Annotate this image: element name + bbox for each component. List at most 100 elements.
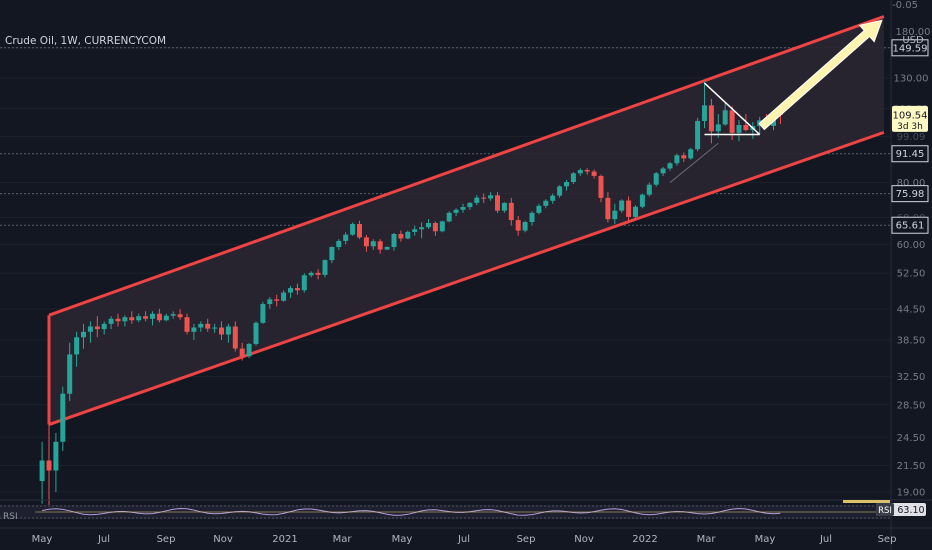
candle-body [212,327,218,329]
candle-body [94,326,100,330]
countdown-label: 3d 3h [897,122,923,132]
candle-body [177,314,183,318]
candle-body [274,299,280,301]
candle-body [398,233,404,239]
candle-body [736,125,742,133]
candle-body [74,337,80,355]
candle-body [239,348,245,357]
candle-body [225,326,231,335]
rsi-line [42,507,781,516]
candle-body [129,317,135,321]
annotations [669,19,883,183]
candle-body [633,206,638,217]
candle-body [198,323,204,328]
candle-body [377,241,383,250]
candle-body [446,212,452,222]
candle-body [253,322,259,344]
candle-body [729,110,735,133]
candle-body [495,195,500,211]
last-price-label: 109.54 [893,110,928,121]
time-tick-label: Nov [574,534,594,545]
candle-body [605,197,611,220]
price-tick-label-partial: 99.09 [897,132,926,143]
rsi-pane: RSI [0,499,932,522]
candle-body [136,316,142,321]
candle-body [626,200,632,217]
triangle-upper-line [703,82,761,136]
candle-body [391,233,397,248]
rsi-highlight [843,500,890,503]
candle-body [281,292,287,301]
candle-body [564,182,569,187]
candle-body [667,163,673,169]
time-tick-label: Nov [213,534,233,545]
candle-body [426,222,431,228]
candle-body [294,288,300,291]
level-price-label: 149.59 [893,43,928,54]
candle-body [529,212,535,223]
candle-body [695,120,701,150]
candle-body [412,229,418,232]
candle-body [370,241,376,247]
candle-body [460,207,466,210]
candle-body [46,460,52,471]
candle-body [660,168,666,174]
time-tick-label: Sep [157,534,176,545]
candle-body [405,231,411,239]
price-tick-label: 38.50 [897,336,926,347]
candle-body [308,272,314,276]
candle-body [122,317,128,322]
time-tick-label: Mar [697,534,717,545]
candle-body [143,316,149,319]
time-tick-label: Sep [878,534,897,545]
candle-body [543,200,549,206]
price-axis: 130.00 80.00 60.00 52.50 44.50 38.50 32.50 28.5… [876,0,929,550]
price-tick-label: 130.00 [894,74,929,85]
candle-body [150,313,155,319]
level-price-label: 91.45 [896,149,925,160]
candle-body [101,323,107,330]
time-tick-label: 2022 [632,534,657,545]
time-tick-label: Jul [457,534,470,545]
candle-body [232,326,238,349]
candle-body [363,237,369,247]
candle-body [67,354,73,394]
candle-body [384,247,390,250]
candle-body [170,314,176,316]
candle-body [646,184,652,195]
candle-body [715,124,721,132]
candle-body [205,323,211,329]
level-price-badge [891,39,929,57]
time-tick-label: Mar [333,534,353,545]
candle-body [315,272,321,275]
top-tick-label: -0.05 [892,0,918,11]
candle-body [619,200,625,211]
candle-body [115,318,121,322]
candle-body [419,227,425,230]
candle-body [53,441,59,471]
level-price-badge [891,145,929,163]
candle-body [474,197,480,203]
channel-fill [49,16,884,425]
price-tick-label: 60.00 [897,240,926,251]
candle-body [522,222,528,231]
rsi-label: RSI [3,512,18,522]
candle-body [336,240,342,248]
candle-body [688,149,694,159]
price-tick-label: 28.50 [897,400,926,411]
rising-channel [47,15,885,426]
channel-upper-line [48,15,885,317]
time-tick-label: 2021 [272,534,297,545]
price-tick-label: 80.00 [897,178,926,189]
price-tick-label: 24.50 [897,433,926,444]
time-tick-label: May [392,534,413,545]
candle-body [329,247,335,261]
time-tick-label: Jul [97,534,110,545]
price-tick-label: 19.00 [897,488,926,499]
candle-body [612,210,618,220]
candle-body [184,317,190,332]
candle-body [322,260,328,275]
candle-body [191,327,197,332]
rsi-badge-tag [876,503,894,516]
